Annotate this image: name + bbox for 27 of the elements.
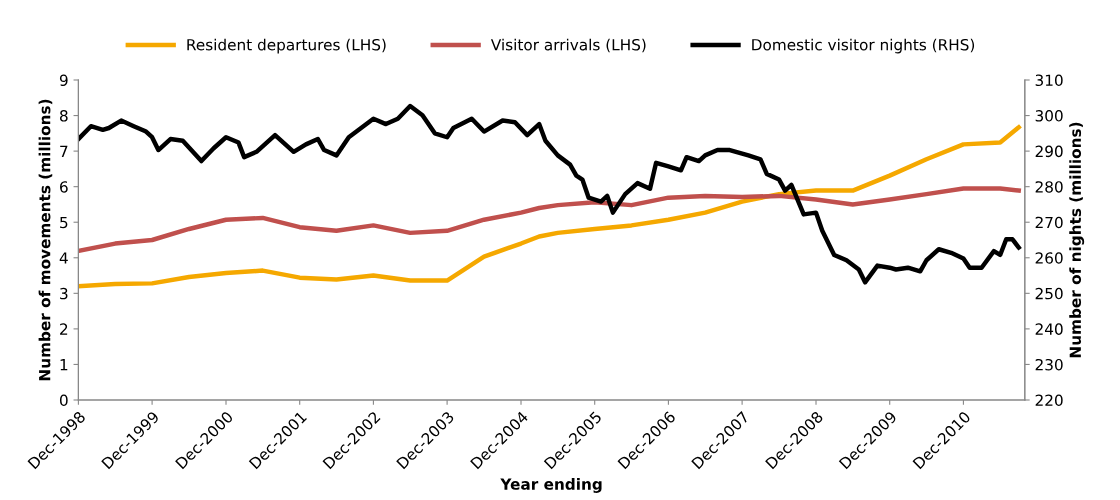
y2-tick-label: 310 — [1035, 74, 1063, 87]
y2-tick-label: 250 — [1035, 287, 1063, 300]
line-series — [78, 186, 1021, 254]
y-tick-label: 8 — [59, 110, 68, 122]
y2-tick-label: 220 — [1035, 394, 1063, 407]
y2-tick-label: 230 — [1035, 358, 1063, 371]
y2-tick-label: 270 — [1035, 216, 1063, 229]
y2-tick-label: 300 — [1035, 110, 1063, 122]
legend-label: Domestic visitor nights (RHS) — [752, 38, 975, 54]
y2-tick-label: 260 — [1035, 252, 1063, 264]
y-tick-label: 6 — [60, 181, 68, 193]
y-tick-label: 3 — [60, 287, 68, 300]
y-tick-label: 2 — [60, 323, 68, 335]
y2-tick-label: 240 — [1035, 323, 1063, 335]
legend-label: Resident departures (LHS) — [187, 38, 386, 54]
y2-axis-title: Number of nights (millions) — [1069, 122, 1085, 358]
y-tick-label: 9 — [59, 74, 68, 87]
y-tick-label: 5 — [60, 216, 68, 229]
y-axis-title: Number of movements (millions) — [38, 99, 53, 381]
x-axis-title: Year ending — [500, 478, 602, 493]
y-tick-label: 7 — [60, 145, 68, 157]
y-tick-label: 0 — [59, 394, 68, 407]
y2-tick-label: 280 — [1035, 181, 1063, 193]
y-tick-label: 1 — [60, 359, 68, 371]
legend-label: Visitor arrivals (LHS) — [490, 38, 646, 53]
y-tick-label: 4 — [59, 252, 68, 264]
y2-tick-label: 290 — [1035, 145, 1063, 158]
